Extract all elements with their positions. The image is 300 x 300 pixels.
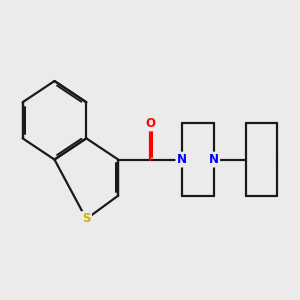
Text: O: O — [145, 117, 155, 130]
Text: N: N — [177, 153, 187, 166]
Text: N: N — [209, 153, 219, 166]
Text: S: S — [82, 212, 91, 226]
